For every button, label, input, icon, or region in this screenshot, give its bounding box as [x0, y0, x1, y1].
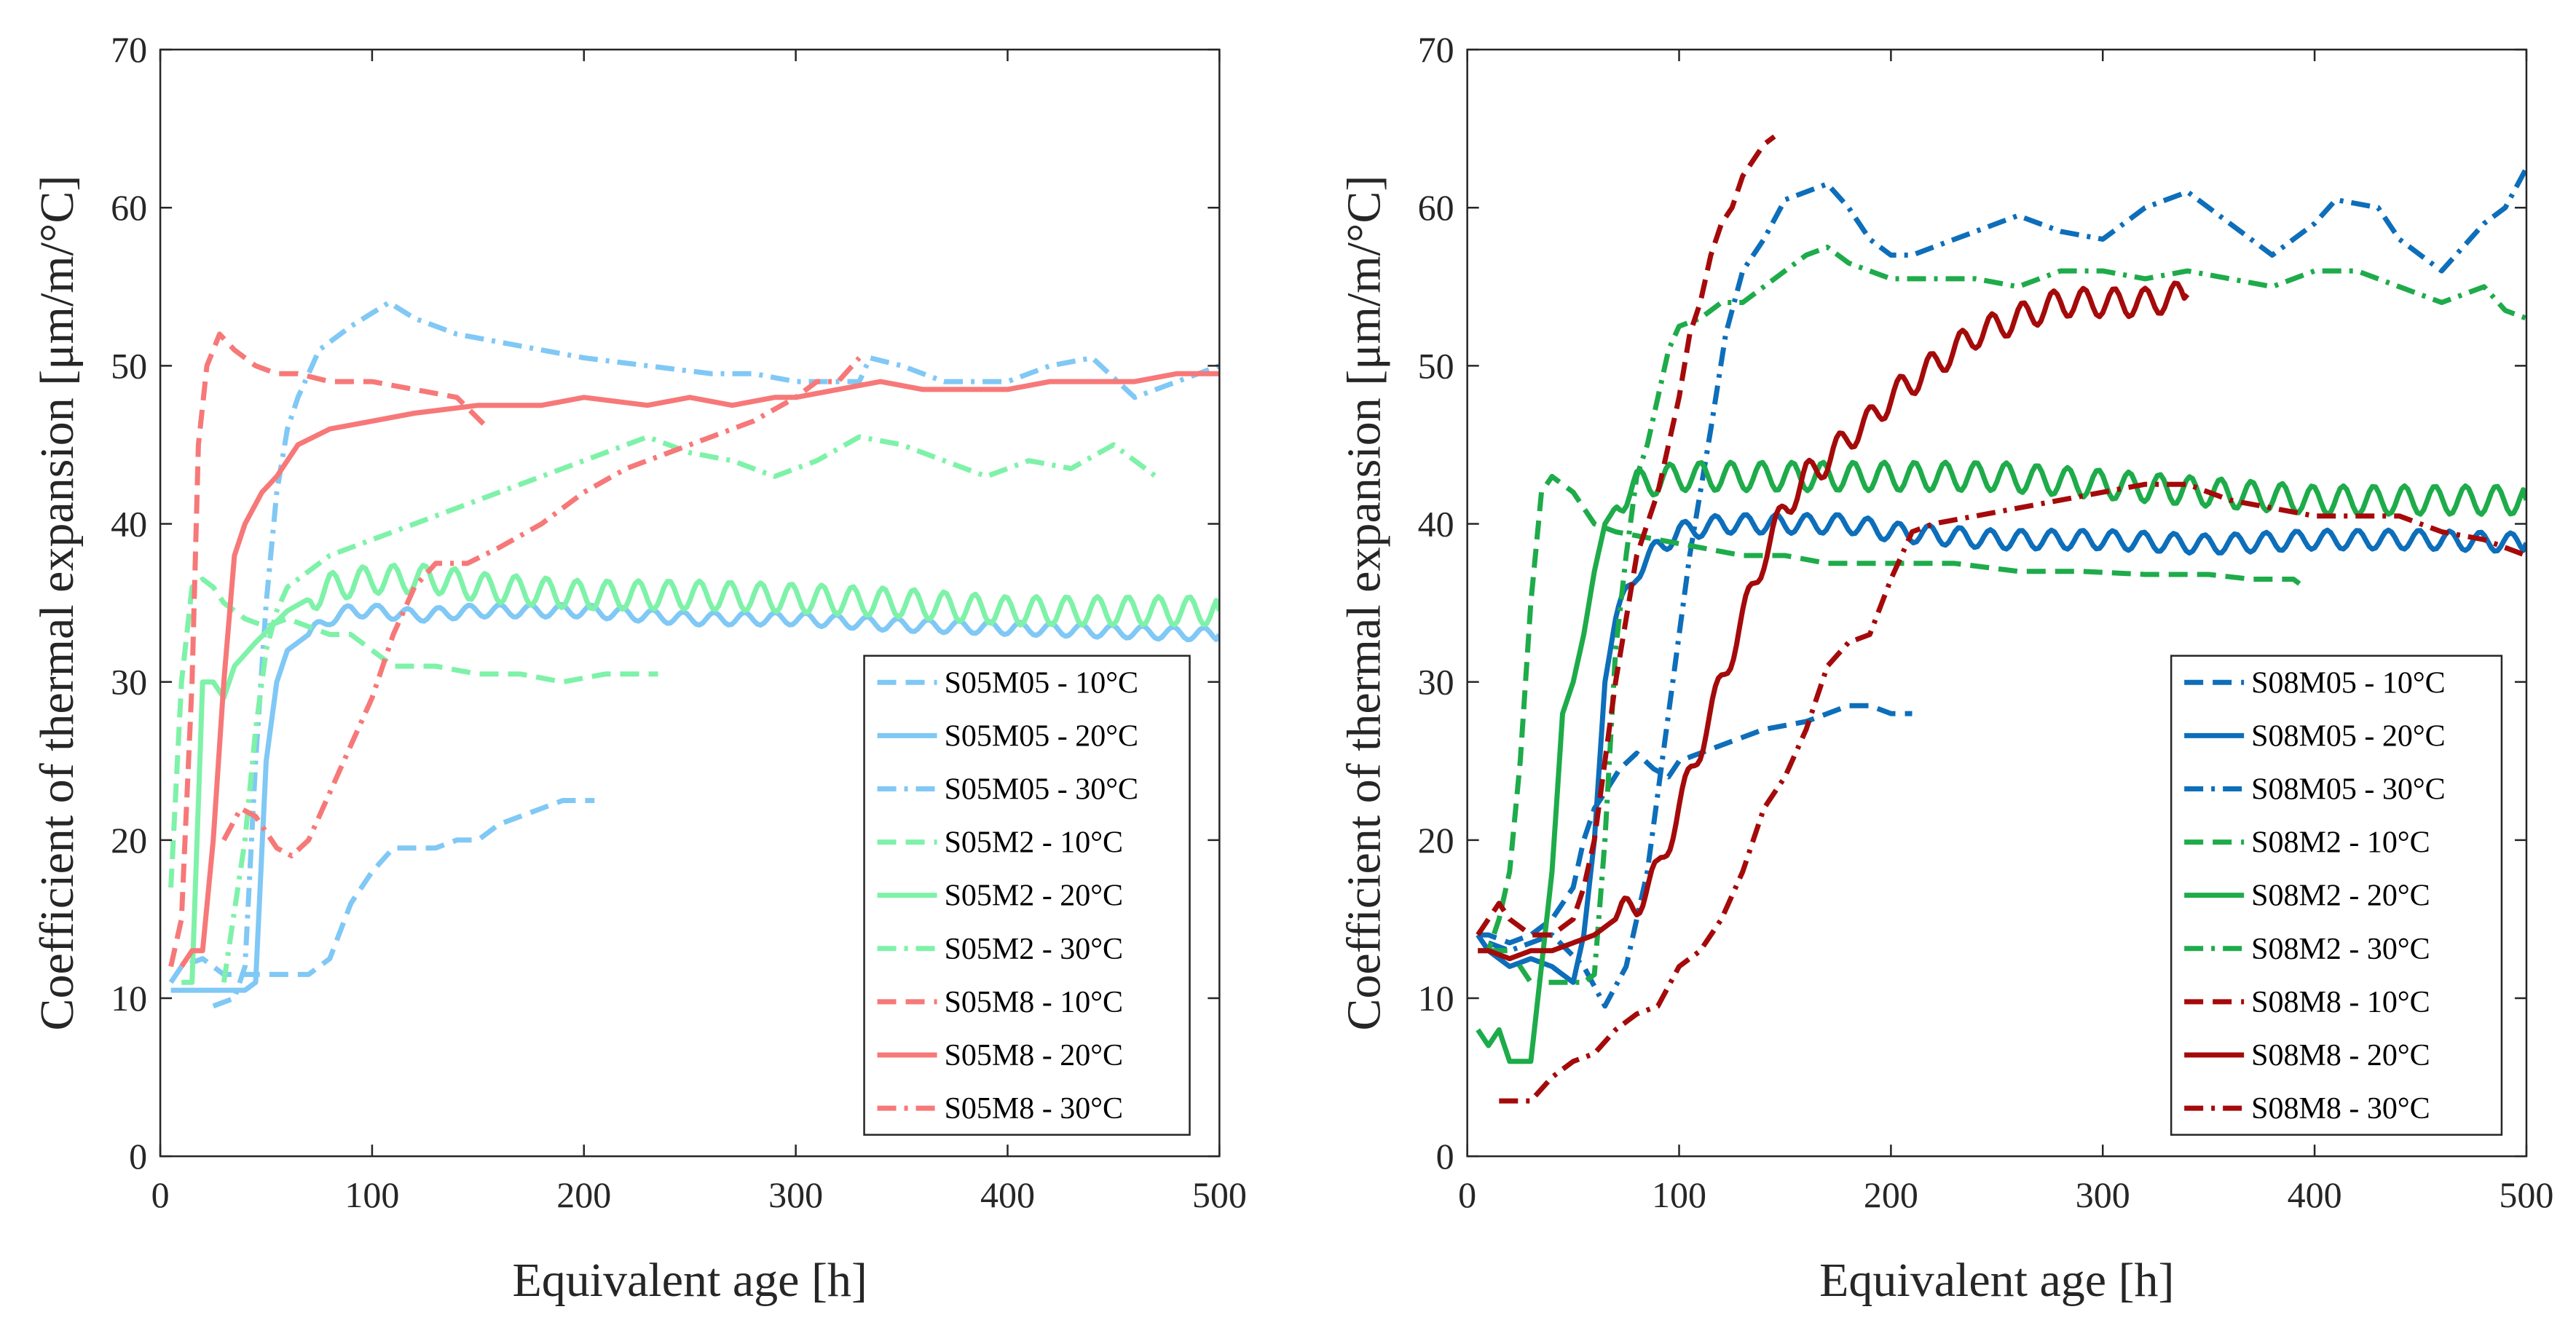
axes-box [159, 48, 1221, 1158]
series-line-6 [168, 331, 491, 968]
series-lines [1476, 134, 2526, 1104]
x-tick-label: 400 [2288, 1174, 2342, 1215]
x-tick-label: 100 [1652, 1174, 1706, 1215]
y-tick-label: 60 [1418, 187, 1454, 228]
series-lines [168, 300, 1220, 1009]
series-line-4 [181, 562, 1220, 985]
x-tick-label: 400 [980, 1174, 1035, 1215]
legend: S05M05 - 10°C S05M05 - 20°C S05M05 - 30°C S… [863, 655, 1191, 1136]
y-tick-label: 50 [1418, 345, 1454, 386]
y-axis-title: Coefficient of thermal expansion [μm/m/°… [1338, 175, 1391, 1031]
legend-label-2: S08M05 - 30°C [2251, 772, 2446, 806]
legend-label-1: S08M05 - 20°C [2251, 719, 2446, 753]
right-chart-panel: 0 100 200 300 400 500 0 10 20 30 40 50 60 70 Equivalen… [1338, 29, 2554, 1307]
legend-label-3: S05M2 - 10°C [945, 826, 1124, 860]
legend-label-4: S08M2 - 20°C [2251, 880, 2430, 913]
y-tick-label: 30 [1418, 662, 1454, 703]
series-line-6 [1476, 134, 1776, 938]
y-tick-label: 40 [1418, 504, 1454, 545]
legend-label-0: S05M05 - 10°C [945, 666, 1139, 700]
y-tick-label: 0 [129, 1136, 147, 1177]
legend-label-5: S05M2 - 30°C [945, 933, 1124, 966]
legend-label-7: S05M8 - 20°C [945, 1039, 1124, 1072]
y-tick-label: 20 [111, 820, 147, 861]
x-tick-label: 200 [556, 1174, 611, 1215]
y-tick-label: 10 [111, 978, 147, 1019]
series-line-7 [1478, 280, 2190, 962]
legend-label-0: S08M05 - 10°C [2251, 666, 2446, 700]
x-tick-label: 500 [1192, 1174, 1247, 1215]
y-axis-title: Coefficient of thermal expansion [μm/m/°… [31, 175, 84, 1031]
series-line-3 [168, 577, 658, 888]
x-axis-title: Equivalent age [h] [1819, 1254, 2174, 1307]
series-line-0 [168, 798, 595, 984]
y-tick-label: 50 [111, 345, 147, 386]
left-chart-panel: 0 100 200 300 400 500 0 10 20 30 40 50 60 70 Equivalen… [31, 29, 1247, 1307]
series-line-5 [221, 434, 1158, 983]
x-tick-label: 300 [768, 1174, 823, 1215]
legend-label-5: S08M2 - 30°C [2251, 933, 2430, 966]
y-tick-label: 40 [111, 504, 147, 545]
legend-label-3: S08M2 - 10°C [2251, 826, 2430, 860]
legend-label-6: S05M8 - 10°C [945, 986, 1124, 1019]
legend-label-4: S05M2 - 20°C [945, 880, 1124, 913]
x-tick-label: 0 [1458, 1174, 1476, 1215]
legend: S08M05 - 10°C S08M05 - 20°C S08M05 - 30°C S… [2170, 655, 2503, 1136]
axes-box [1466, 48, 2528, 1158]
x-tick-label: 200 [1864, 1174, 1918, 1215]
series-line-8 [221, 356, 862, 858]
y-tick-label: 10 [1418, 978, 1454, 1019]
series-line-3 [1478, 473, 2306, 954]
x-tick-label: 500 [2499, 1174, 2553, 1215]
x-tick-label: 0 [151, 1174, 170, 1215]
series-line-1 [170, 601, 1220, 993]
series-line-2 [1487, 167, 2526, 1009]
legend-label-7: S08M8 - 20°C [2251, 1039, 2430, 1072]
series-line-7 [179, 371, 1220, 968]
legend-label-6: S08M8 - 10°C [2251, 986, 2430, 1019]
series-line-5 [1488, 245, 2526, 985]
series-line-1 [1476, 512, 2526, 985]
legend-label-8: S05M8 - 30°C [945, 1092, 1124, 1126]
y-tick-label: 60 [111, 187, 147, 228]
x-tick-label: 100 [344, 1174, 399, 1215]
y-tick-label: 0 [1436, 1136, 1454, 1177]
legend-label-8: S08M8 - 30°C [2251, 1092, 2430, 1126]
y-tick-label: 30 [111, 662, 147, 703]
legend-label-2: S05M05 - 30°C [945, 772, 1139, 806]
legend-label-1: S05M05 - 20°C [945, 719, 1139, 753]
y-tick-label: 70 [111, 29, 147, 70]
series-line-2 [212, 300, 1220, 1009]
x-tick-label: 300 [2076, 1174, 2130, 1215]
y-tick-label: 70 [1418, 29, 1454, 70]
y-tick-label: 20 [1418, 820, 1454, 861]
x-axis-title: Equivalent age [h] [512, 1254, 867, 1307]
series-line-8 [1499, 481, 2526, 1104]
